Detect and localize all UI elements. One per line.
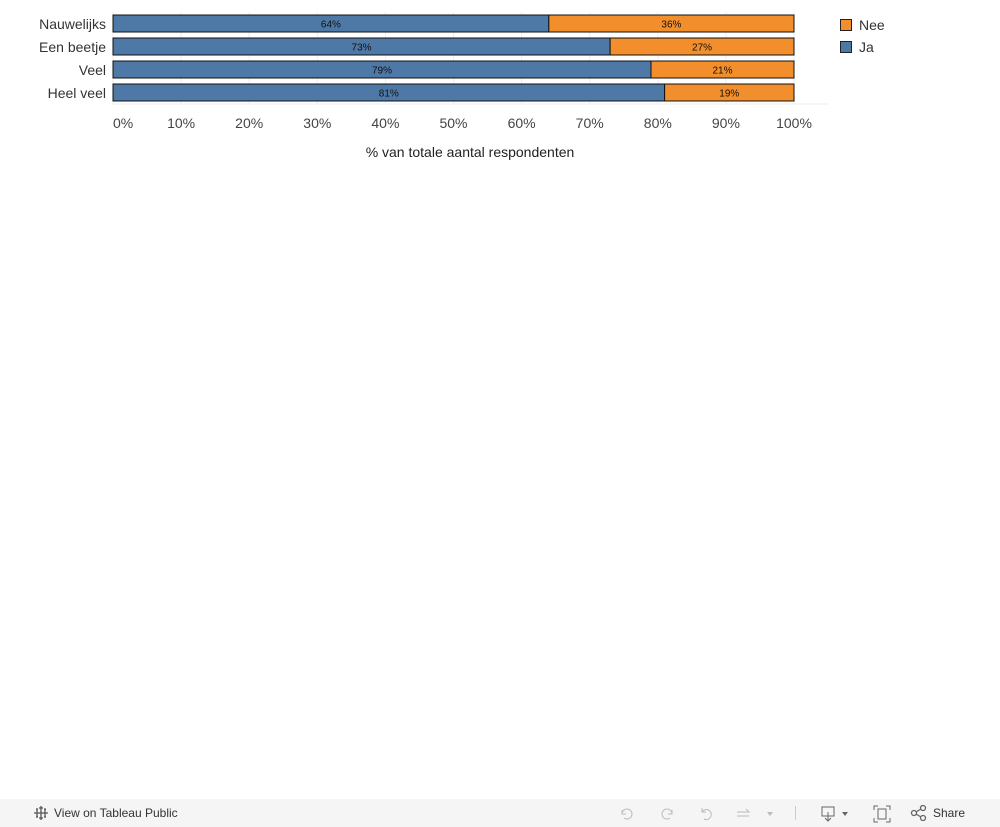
x-tick-label: 20%	[235, 115, 263, 131]
bar-segment-nee	[548, 14, 795, 33]
x-tick-label: 0%	[113, 115, 133, 131]
data-label: 79%	[372, 66, 392, 77]
data-label: 73%	[352, 43, 372, 54]
footer-divider	[795, 806, 796, 820]
tableau-logo-icon	[34, 806, 48, 820]
category-label: Een beetje	[39, 39, 106, 55]
legend-item-ja[interactable]: Ja	[840, 36, 885, 58]
view-on-tableau-public-label: View on Tableau Public	[54, 806, 178, 820]
legend-swatch-nee	[840, 19, 852, 31]
share-icon	[910, 805, 927, 821]
data-label: 36%	[661, 20, 681, 31]
bar-segment-nee	[650, 60, 795, 79]
data-label: 64%	[321, 20, 341, 31]
legend-label-nee: Nee	[859, 17, 885, 33]
x-tick-label: 30%	[303, 115, 331, 131]
x-axis-title: % van totale aantal respondenten	[366, 144, 575, 160]
stacked-bar-chart: 0% 10% 20% 30% 40% 50% 60% 70% 80% 90% 100% Nauweli…	[39, 12, 828, 160]
legend-item-nee[interactable]: Nee	[840, 14, 885, 36]
x-tick-label: 90%	[712, 115, 740, 131]
category-label: Nauwelijks	[39, 16, 106, 32]
data-label: 81%	[379, 89, 399, 100]
legend-label-ja: Ja	[859, 39, 874, 55]
x-tick-label: 40%	[371, 115, 399, 131]
category-label: Heel veel	[48, 85, 106, 101]
data-label: 21%	[712, 66, 732, 77]
data-label: 19%	[719, 89, 739, 100]
share-label: Share	[933, 806, 966, 820]
download-icon[interactable]	[820, 805, 852, 823]
undo-icon[interactable]	[619, 806, 635, 822]
x-tick-label: 60%	[508, 115, 536, 131]
fullscreen-icon[interactable]	[873, 805, 891, 823]
revert-icon[interactable]	[699, 806, 715, 822]
x-tick-label: 50%	[439, 115, 467, 131]
view-on-tableau-public-link[interactable]: View on Tableau Public	[33, 805, 178, 821]
x-tick-label: 100%	[776, 115, 812, 131]
legend-swatch-ja	[840, 41, 852, 53]
refresh-icon[interactable]	[735, 806, 777, 822]
tableau-footer: View on Tableau Public Share	[0, 799, 1000, 827]
legend: Nee Ja	[840, 14, 885, 58]
data-label: 27%	[692, 43, 712, 54]
x-tick-label: 80%	[644, 115, 672, 131]
bar-segment-nee	[664, 83, 795, 102]
share-button[interactable]: Share	[910, 805, 965, 821]
x-tick-label: 10%	[167, 115, 195, 131]
bar-segment-nee	[609, 37, 795, 56]
category-label: Veel	[79, 62, 106, 78]
x-tick-label: 70%	[576, 115, 604, 131]
redo-icon[interactable]	[659, 806, 675, 822]
